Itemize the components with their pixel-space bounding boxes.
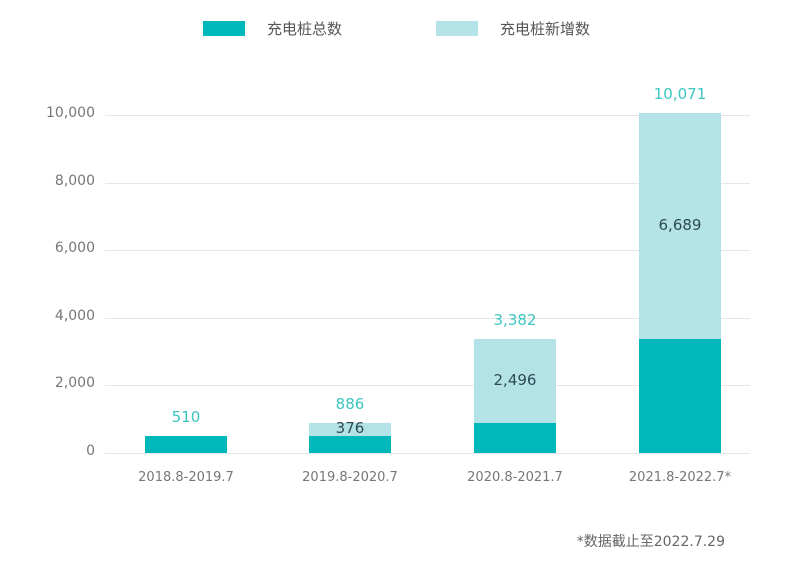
y-axis-tick-label: 4,000 — [54, 307, 95, 324]
bar-segment-total — [309, 435, 391, 453]
total-value-label: 510 — [171, 407, 201, 426]
bar-segment-total — [145, 435, 227, 453]
total-value-label: 3,382 — [493, 310, 537, 329]
legend-swatch-total — [203, 21, 245, 36]
gridline — [105, 115, 750, 116]
gridline — [105, 182, 750, 184]
total-value-label: 10,071 — [653, 84, 707, 103]
legend-item-total: 充电桩总数 — [203, 18, 342, 39]
y-axis-tick-label: 2,000 — [54, 375, 95, 392]
y-axis-tick-label: 0 — [86, 443, 95, 459]
gridline — [105, 453, 750, 454]
gridline — [105, 385, 750, 387]
legend: 充电桩总数 充电桩新增数 — [0, 18, 800, 42]
x-axis-category-label: 2020.8-2021.7 — [467, 470, 563, 485]
increment-value-label: 376 — [335, 419, 365, 438]
bar-segment-new — [639, 112, 721, 339]
footnote: *数据截止至2022.7.29 — [576, 534, 725, 550]
gridline — [105, 317, 750, 319]
total-value-label: 886 — [335, 395, 365, 414]
x-axis-category-label: 2021.8-2022.7* — [628, 470, 732, 485]
bar-segment-total — [639, 338, 721, 453]
gridline — [105, 250, 750, 252]
legend-label-new: 充电桩新增数 — [500, 20, 591, 38]
bar-segment-new — [474, 338, 556, 424]
y-axis-tick-label: 10,000 — [46, 105, 95, 121]
legend-label-total: 充电桩总数 — [267, 20, 343, 38]
legend-swatch-new — [436, 21, 478, 36]
legend-item-new: 充电桩新增数 — [436, 18, 590, 39]
bar-segment-new — [309, 423, 391, 436]
y-axis-tick-label: 6,000 — [54, 240, 95, 257]
x-axis-category-label: 2019.8-2020.7 — [302, 470, 398, 485]
increment-value-label: 6,689 — [658, 215, 702, 234]
x-axis-category-label: 2018.8-2019.7 — [138, 470, 234, 485]
y-axis-tick-label: 8,000 — [54, 172, 95, 189]
increment-value-label: 2,496 — [493, 370, 537, 389]
bar-segment-total — [474, 423, 556, 453]
